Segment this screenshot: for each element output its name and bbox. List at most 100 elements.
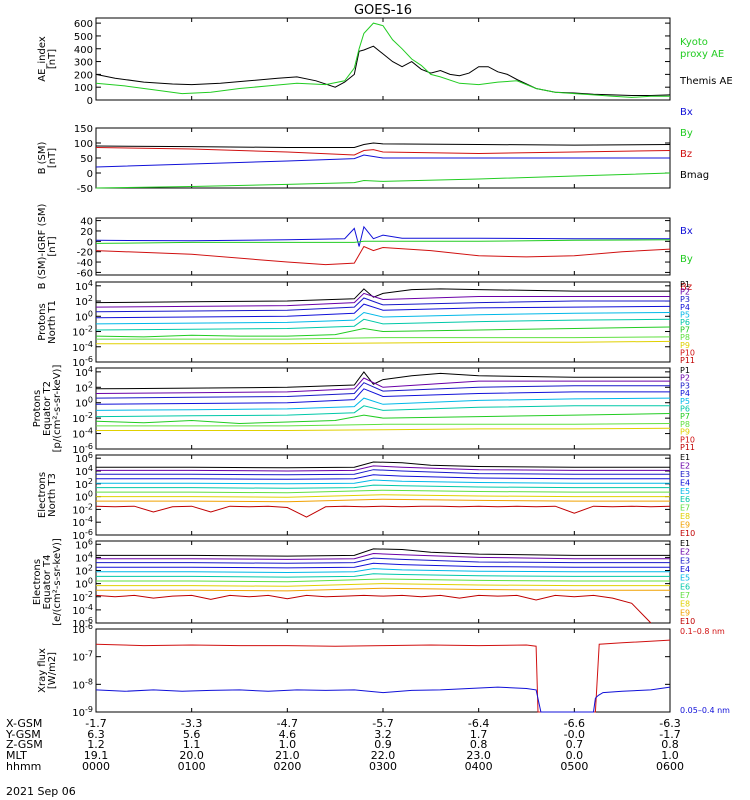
series-label: E9 (680, 521, 690, 530)
y-tick-label: 100 (75, 490, 93, 504)
y-tick-label: 102 (75, 477, 93, 491)
series-line-p2 (95, 377, 670, 394)
ephemeris-cell: 1.7 (470, 728, 488, 741)
y-axis-title: [p/(cm²-s-sr-keV)] (52, 365, 63, 453)
series-line-e2 (96, 552, 670, 560)
series-label: E2 (680, 461, 690, 470)
y-axis-title: Electrons (37, 472, 48, 518)
y-tick-label: 100 (74, 83, 93, 94)
y-axis-title: Electrons (32, 559, 43, 605)
y-tick-label: 102 (75, 564, 93, 578)
series-label: E8 (680, 512, 690, 521)
y-tick-label: 10-6 (72, 622, 93, 636)
series-line-e8 (96, 583, 670, 587)
ephemeris-cell: 0.8 (661, 738, 679, 751)
ephemeris-row-label: Y-GSM (5, 728, 41, 741)
ephemeris-cell: -6.3 (659, 717, 680, 730)
series-line-e2 (96, 465, 670, 472)
y-tick-label: 10-6 (72, 355, 93, 369)
y-axis-title: Equator T2 (42, 381, 53, 436)
series-line-e5 (96, 479, 670, 485)
series-label: P5 (680, 397, 690, 406)
series-line-e6 (96, 484, 670, 489)
y-tick-label: 0 (87, 169, 93, 180)
ephemeris-cell: 22.0 (371, 749, 396, 762)
series-label: P11 (680, 443, 695, 452)
series-label: E1 (680, 539, 690, 548)
series-line-p7 (95, 413, 671, 425)
series-line-e4 (96, 562, 670, 569)
y-tick-label: 104 (75, 365, 93, 379)
ephemeris-cell: -1.7 (85, 717, 106, 730)
ephemeris-cell: 0.7 (566, 738, 584, 751)
series-label: By (680, 128, 693, 139)
figure-title: GOES-16 (354, 3, 412, 18)
y-tick-label: -60 (77, 268, 93, 279)
series-label: proxy AE (680, 49, 724, 60)
ephemeris-cell: 20.0 (179, 749, 204, 762)
series-line-0-05-0-4-nm (95, 686, 671, 713)
ephemeris-cell: 0.8 (470, 738, 488, 751)
y-axis-title: B (SM) (37, 141, 48, 174)
series-line-bz (95, 245, 671, 266)
series-label: Bz (680, 149, 692, 160)
series-label: E10 (680, 617, 695, 626)
y-tick-label: 150 (74, 124, 93, 135)
ephemeris-cell: 19.1 (84, 749, 109, 762)
series-label: E3 (680, 470, 690, 479)
series-line-bx (95, 225, 670, 247)
series-label: P7 (680, 412, 690, 421)
series-label: 0.1–0.8 nm (680, 627, 725, 636)
series-label: E8 (680, 600, 690, 609)
series-line-p4 (95, 303, 671, 319)
ephemeris-cell: 0.9 (374, 738, 392, 751)
series-label: P8 (680, 333, 690, 342)
y-tick-label: 10-2 (72, 325, 93, 339)
series-line-p9 (96, 427, 671, 431)
y-tick-label: -20 (77, 248, 93, 259)
y-tick-label: 106 (75, 537, 93, 551)
series-label: P10 (680, 435, 695, 444)
series-label: By (680, 254, 693, 265)
ephemeris-cell: 4.6 (279, 728, 297, 741)
y-tick-label: 0 (87, 237, 93, 248)
series-line-e9 (96, 498, 670, 503)
series-label: P9 (680, 428, 690, 437)
ephemeris-cell: -6.6 (564, 717, 585, 730)
series-label: P8 (680, 420, 690, 429)
ephemeris-cell: -5.7 (372, 717, 393, 730)
series-label: P4 (680, 389, 690, 398)
y-tick-label: 100 (75, 577, 93, 591)
ephemeris-cell: 1.2 (87, 738, 105, 751)
y-tick-label: -40 (77, 258, 93, 269)
ephemeris-row-label: hhmm (6, 760, 41, 773)
series-label: E6 (680, 582, 690, 591)
y-tick-label: 106 (75, 451, 93, 465)
y-tick-label: 10-8 (72, 677, 93, 691)
series-line-bz (95, 147, 671, 156)
y-tick-label: 102 (75, 294, 93, 308)
y-tick-label: 104 (75, 279, 93, 293)
ephemeris-cell: -6.4 (468, 717, 489, 730)
x-axis-ephemeris-table: X-GSMY-GSMZ-GSMMLThhmm-1.76.31.219.10000… (5, 717, 684, 773)
y-axis-title: [nT] (47, 148, 58, 168)
y-tick-label: 300 (74, 58, 93, 69)
ephemeris-cell: 0400 (465, 760, 493, 773)
y-axis-title: Protons (37, 303, 48, 340)
series-line-e4 (96, 474, 670, 480)
y-tick-label: 100 (75, 396, 93, 410)
series-line-e9 (96, 587, 670, 592)
ephemeris-cell: 0200 (273, 760, 301, 773)
y-axis-title: [e/(cm²-s-sr-keV)] (52, 538, 63, 626)
series-label: P6 (680, 318, 690, 327)
y-axis-title: [W/m2] (47, 652, 58, 689)
figure-date: 2021 Sep 06 (6, 785, 76, 798)
series-line-p3 (95, 297, 670, 313)
y-tick-label: 10-9 (72, 705, 93, 719)
series-label: E1 (680, 453, 690, 462)
series-label: E7 (680, 504, 690, 513)
series-label: Kyoto (680, 37, 708, 48)
